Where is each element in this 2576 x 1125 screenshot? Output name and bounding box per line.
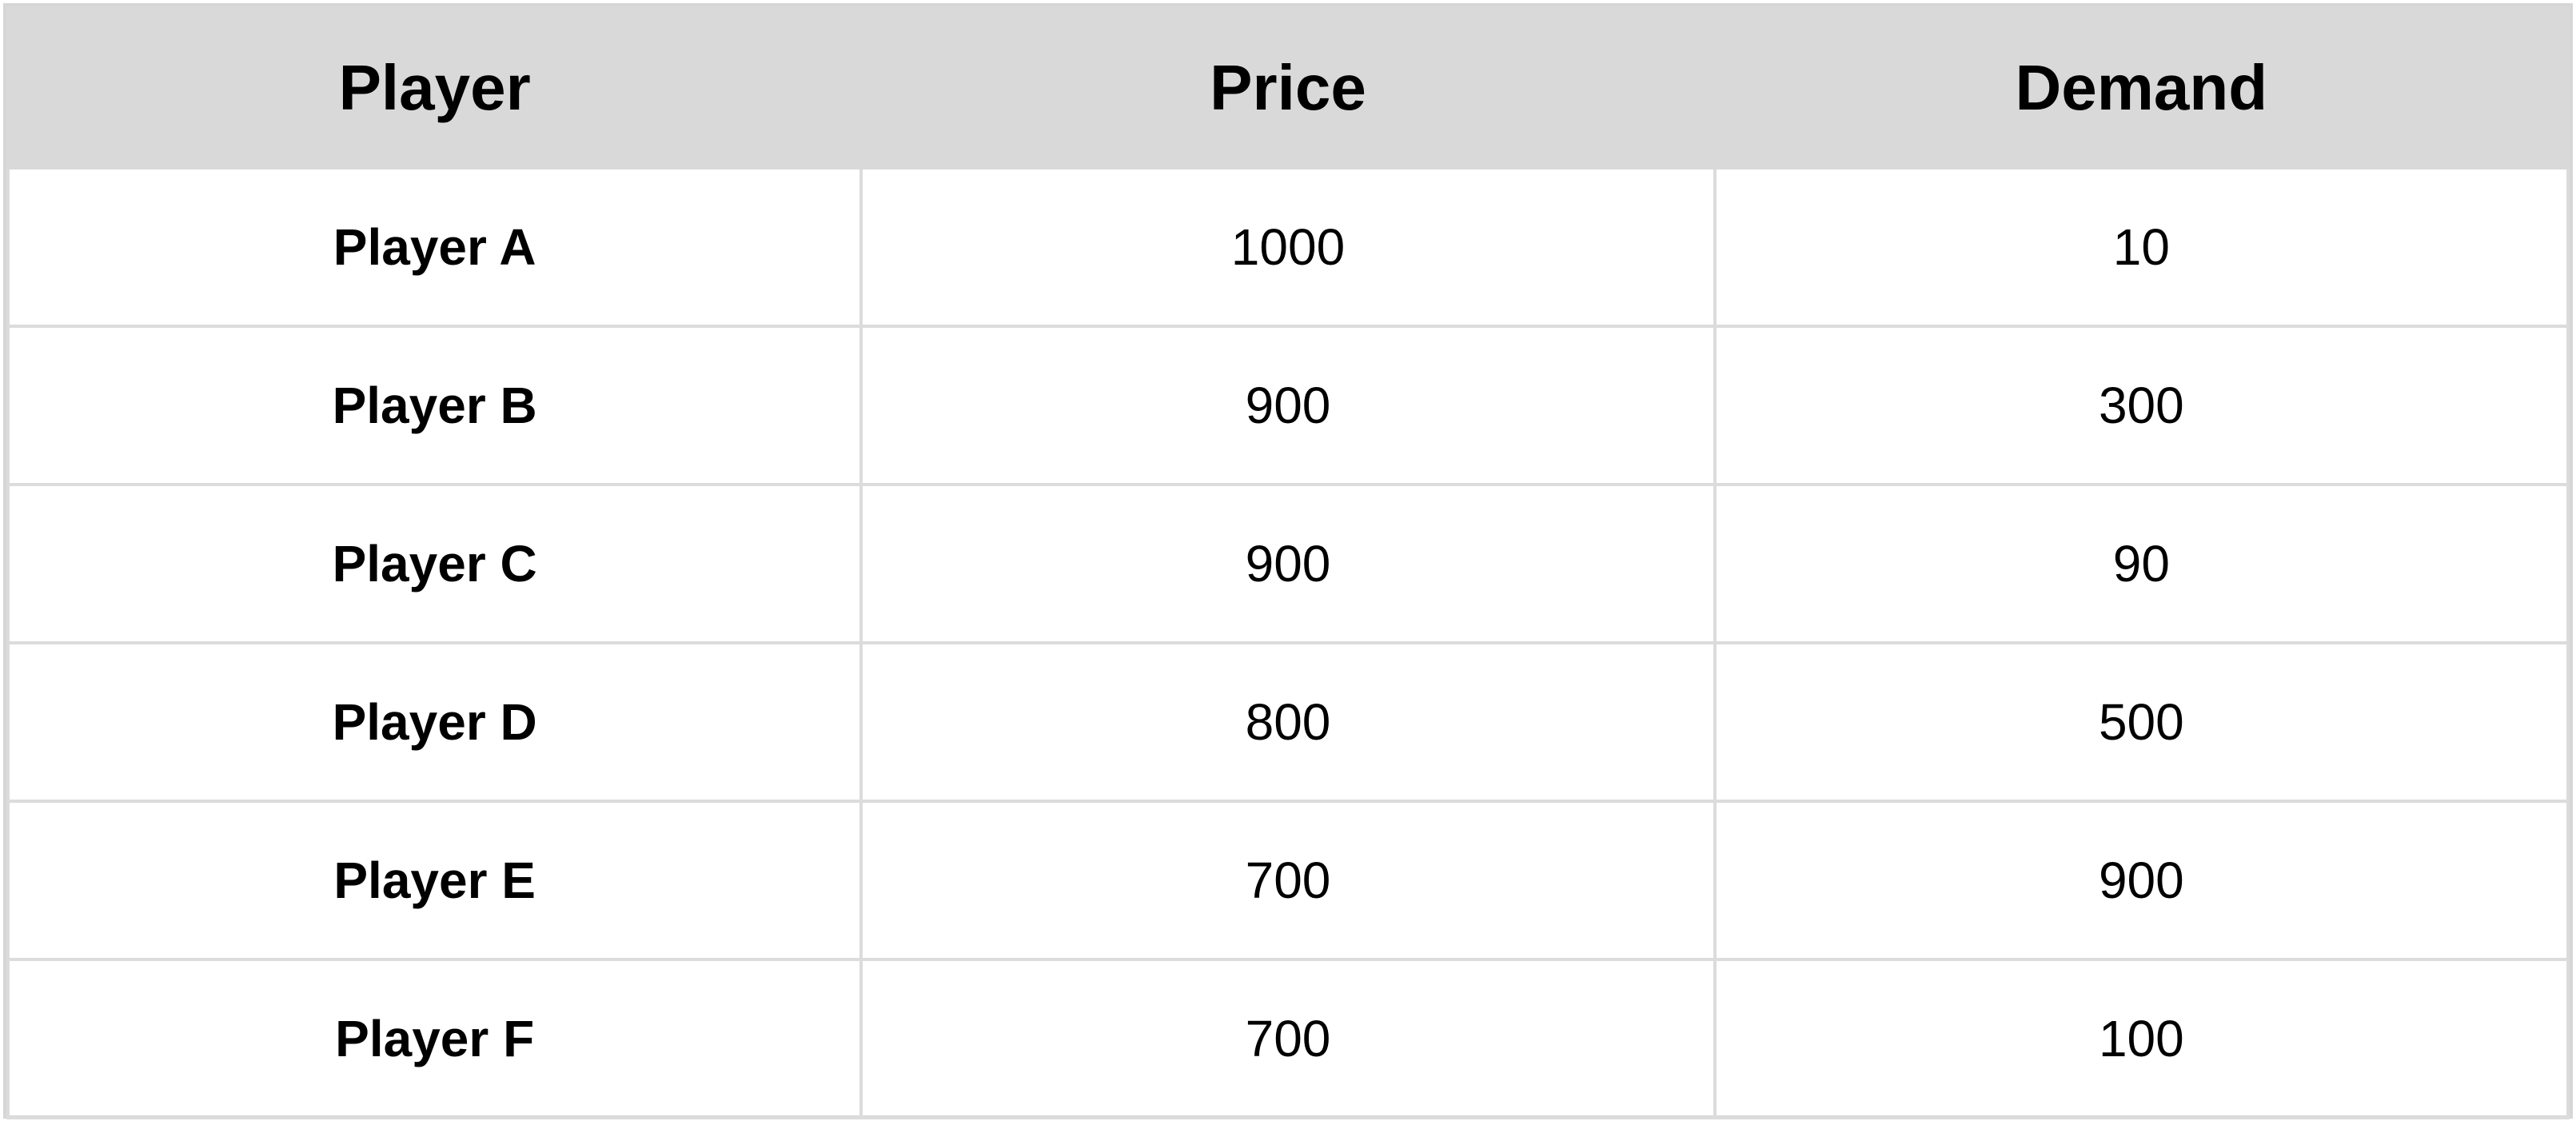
data-table-container: Player Price Demand Player A 1000 10 Pla… bbox=[3, 3, 2573, 1119]
player-cell: Player A bbox=[6, 166, 863, 328]
column-header-price: Price bbox=[859, 6, 1717, 170]
table-row: Player F 700 100 bbox=[6, 958, 2570, 1119]
demand-cell: 300 bbox=[1713, 325, 2570, 486]
demand-cell: 10 bbox=[1713, 166, 2570, 328]
table-row: Player A 1000 10 bbox=[6, 166, 2570, 328]
demand-cell: 900 bbox=[1713, 800, 2570, 961]
header-row: Player Price Demand bbox=[6, 6, 2570, 170]
player-cell: Player B bbox=[6, 325, 863, 486]
table-body: Player A 1000 10 Player B 900 300 Player… bbox=[6, 166, 2570, 1119]
demand-cell: 100 bbox=[1713, 958, 2570, 1119]
column-header-player: Player bbox=[6, 6, 863, 170]
player-cell: Player D bbox=[6, 641, 863, 803]
price-cell: 700 bbox=[859, 800, 1717, 961]
player-cell: Player F bbox=[6, 958, 863, 1119]
demand-cell: 500 bbox=[1713, 641, 2570, 803]
player-cell: Player C bbox=[6, 483, 863, 644]
table-row: Player B 900 300 bbox=[6, 325, 2570, 486]
table-header: Player Price Demand bbox=[6, 6, 2570, 170]
price-cell: 900 bbox=[859, 483, 1717, 644]
table-row: Player D 800 500 bbox=[6, 641, 2570, 803]
table-row: Player E 700 900 bbox=[6, 800, 2570, 961]
price-cell: 800 bbox=[859, 641, 1717, 803]
column-header-demand: Demand bbox=[1713, 6, 2570, 170]
price-cell: 700 bbox=[859, 958, 1717, 1119]
table-row: Player C 900 90 bbox=[6, 483, 2570, 644]
player-cell: Player E bbox=[6, 800, 863, 961]
player-price-demand-table: Player Price Demand Player A 1000 10 Pla… bbox=[6, 6, 2570, 1119]
demand-cell: 90 bbox=[1713, 483, 2570, 644]
price-cell: 900 bbox=[859, 325, 1717, 486]
price-cell: 1000 bbox=[859, 166, 1717, 328]
